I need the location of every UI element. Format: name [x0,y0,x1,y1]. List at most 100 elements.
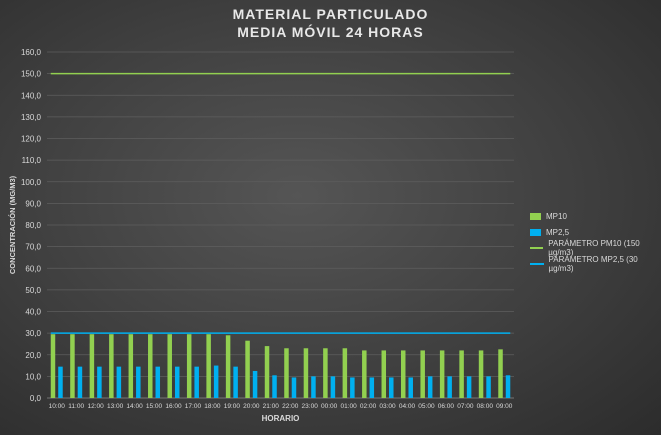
x-tick-label: 19:00 [224,403,241,410]
bar-mp25 [447,376,452,398]
chart-legend: MP10 MP2,5 PARÁMETRO PM10 (150 µg/m3) PA… [530,208,661,273]
x-tick-label: 11:00 [68,403,84,410]
bar-mp10 [245,340,250,398]
bar-mp25 [272,375,277,398]
legend-label-mp10: MP10 [546,211,567,221]
bar-mp25 [116,366,122,398]
bar-mp10 [342,348,348,398]
y-tick-label: 70,0 [25,243,41,252]
y-tick-label: 30,0 [25,329,41,338]
bar-mp25 [408,377,413,398]
legend-swatch-param-mp25 [530,263,544,265]
y-tick-label: 110,0 [22,156,42,165]
y-tick-label: 50,0 [25,286,41,295]
bar-mp25 [194,366,199,398]
bar-mp25 [350,377,355,398]
chart-title-line-2: MEDIA MÓVIL 24 HORAS [237,24,424,40]
chart-title-line-1: MATERIAL PARTICULADO [232,6,429,22]
y-tick-label: 20,0 [25,351,41,360]
bar-mp10 [284,348,289,398]
bar-mp10 [459,350,464,398]
bar-mp25 [97,366,102,398]
x-tick-label: 02:00 [360,403,377,410]
bar-mp10 [323,348,328,398]
y-tick-label: 80,0 [25,221,41,230]
y-tick-label: 120,0 [21,135,42,144]
bar-mp25 [311,376,316,398]
bar-mp10 [439,350,445,398]
bar-mp10 [89,334,95,398]
bar-mp10 [381,350,387,398]
x-axis-label: HORARIO [262,414,300,423]
bar-mp25 [427,376,433,398]
bar-mp10 [498,349,503,398]
bar-mp10 [148,334,153,398]
y-tick-label: 40,0 [25,308,41,317]
x-tick-label: 07:00 [457,403,474,410]
bar-mp10 [70,334,75,398]
bar-mp25 [330,376,336,398]
bar-mp10 [400,350,406,398]
bar-mp10 [478,350,484,398]
bar-mp25 [505,375,511,398]
x-tick-label: 20:00 [243,403,260,410]
bar-mp10 [303,348,309,398]
bar-mp25 [58,366,63,398]
bar-mp25 [233,366,238,398]
bar-mp25 [466,376,472,398]
bar-mp10 [264,346,270,398]
bar-mp25 [77,366,83,398]
bar-mp10 [225,335,231,398]
legend-item-mp25: MP2,5 [530,224,661,240]
y-tick-label: 160,0 [21,48,42,57]
bar-mp25 [174,366,180,398]
legend-item-param-pm10: PARÁMETRO PM10 (150 µg/m3) [530,239,661,257]
bar-mp10 [128,334,134,398]
bar-mp10 [420,350,425,398]
x-tick-label: 22:00 [282,403,299,410]
bar-mp25 [369,377,375,398]
legend-item-mp10: MP10 [530,208,661,224]
x-tick-label: 23:00 [302,403,319,410]
y-tick-label: 10,0 [25,372,41,381]
x-tick-label: 14:00 [126,403,143,410]
legend-swatch-mp25 [530,228,541,236]
bar-mp10 [186,334,192,398]
x-tick-label: 12:00 [88,403,105,410]
y-tick-label: 130,0 [21,113,42,122]
bar-mp25 [213,365,219,398]
x-tick-label: 00:00 [321,403,338,410]
x-tick-label: 15:00 [146,403,163,410]
x-tick-label: 18:00 [204,403,221,410]
bar-mp25 [389,377,394,398]
bar-mp10 [362,350,367,398]
y-tick-label: 60,0 [25,264,41,273]
y-tick-label: 100,0 [21,178,42,187]
x-tick-label: 10:00 [49,403,66,410]
x-tick-label: 09:00 [496,403,513,410]
y-tick-label: 140,0 [21,91,42,100]
bar-mp25 [155,366,161,398]
y-tick-label: 0,0 [30,394,42,403]
x-tick-label: 17:00 [185,403,202,410]
bar-mp25 [136,366,141,398]
bar-mp10 [206,334,211,398]
x-tick-label: 21:00 [263,403,280,410]
bar-mp25 [252,370,258,398]
y-axis-label: CONCENTRACIÓN (MG/M3) [8,175,17,274]
bar-mp25 [291,377,297,398]
y-tick-label: 90,0 [25,199,41,208]
bar-mp25 [486,376,491,398]
x-tick-label: 03:00 [379,403,396,410]
legend-label-mp25: MP2,5 [546,227,570,237]
bar-mp10 [109,334,114,398]
x-tick-label: 06:00 [438,403,455,410]
bar-mp10 [50,334,56,398]
y-tick-label: 150,0 [21,70,42,79]
x-tick-label: 16:00 [165,403,182,410]
legend-swatch-mp10 [530,212,541,220]
x-tick-label: 01:00 [340,403,357,410]
x-tick-label: 04:00 [399,403,416,410]
